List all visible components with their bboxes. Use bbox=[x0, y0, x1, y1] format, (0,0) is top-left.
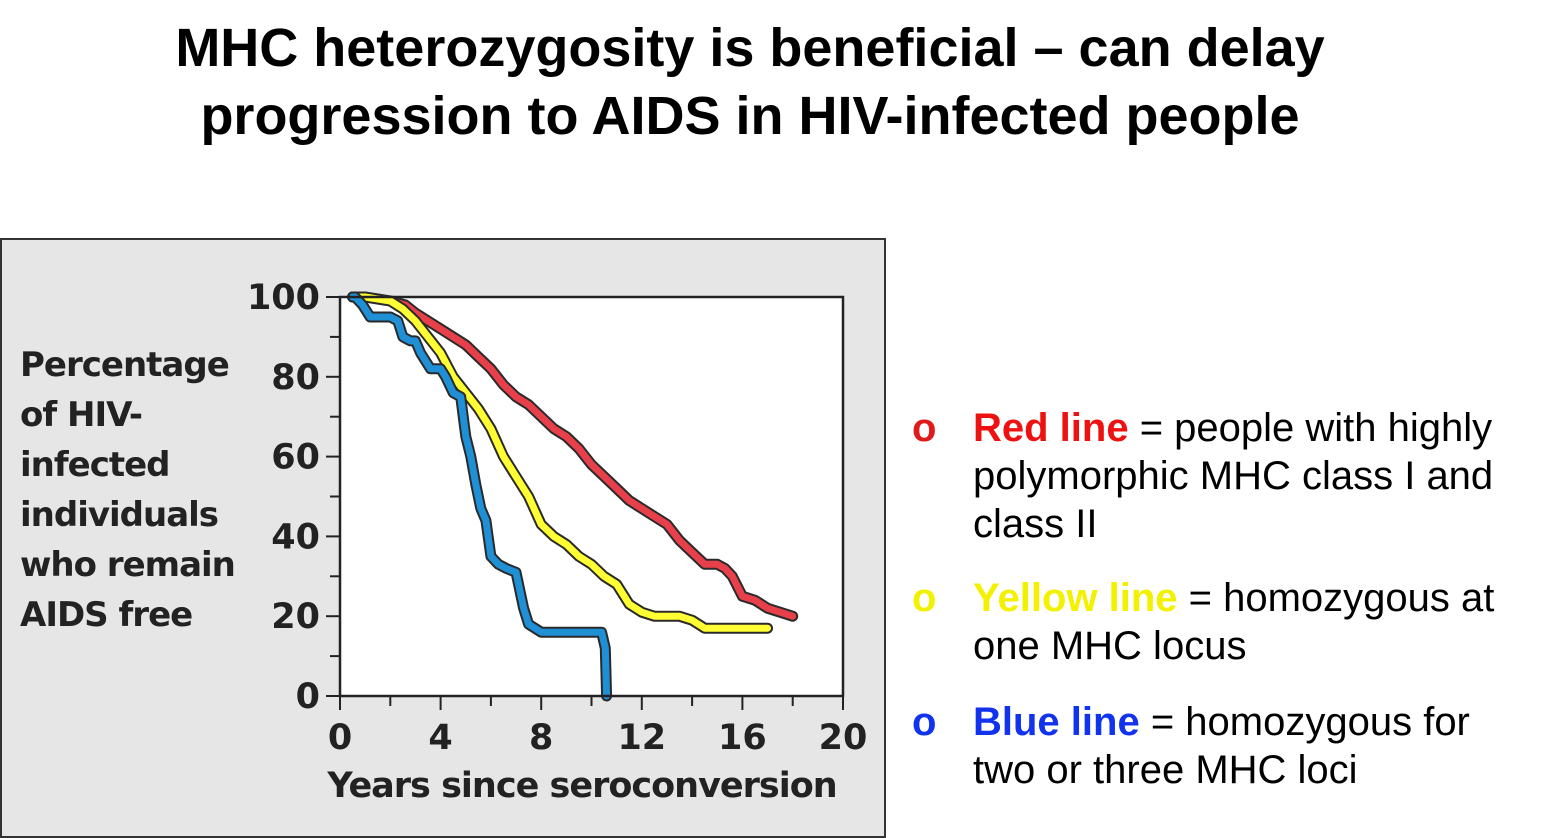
x-axis-title: Years since seroconversion bbox=[326, 766, 836, 806]
y-axis-label-line: of HIV- bbox=[20, 395, 143, 435]
legend-description: = homozygous for two or three MHC loci bbox=[973, 700, 1470, 792]
series-line bbox=[349, 293, 797, 620]
y-tick-label: 20 bbox=[271, 597, 320, 637]
y-axis-label: Percentage of HIV- infected individuals … bbox=[20, 340, 260, 640]
bullet-icon: o bbox=[912, 406, 937, 450]
y-tick-label: 80 bbox=[271, 358, 320, 398]
legend-name: Yellow line bbox=[973, 576, 1178, 620]
legend-name: Red line bbox=[973, 406, 1129, 450]
title-line-2: progression to AIDS in HIV-infected peop… bbox=[200, 86, 1300, 146]
x-tick-label: 12 bbox=[617, 718, 666, 758]
x-tick-label: 4 bbox=[428, 718, 452, 758]
bullet-icon: o bbox=[912, 576, 937, 620]
y-axis-label-line: AIDS free bbox=[20, 595, 193, 635]
y-axis-label-line: infected bbox=[20, 445, 171, 485]
legend-name: Blue line bbox=[973, 700, 1140, 744]
y-axis-label-line: individuals bbox=[20, 495, 219, 535]
y-tick-label: 40 bbox=[271, 517, 320, 557]
series-line bbox=[349, 293, 611, 700]
x-tick-label: 0 bbox=[328, 718, 352, 758]
y-axis-label-line: who remain bbox=[20, 545, 236, 585]
y-axis-label-line: Percentage bbox=[20, 345, 230, 385]
bullet-icon: o bbox=[912, 700, 937, 744]
y-tick-label: 60 bbox=[271, 438, 320, 478]
y-tick-label: 100 bbox=[247, 278, 320, 318]
x-tick-label: 8 bbox=[529, 718, 553, 758]
series-line bbox=[349, 293, 771, 632]
slide-title: MHC heterozygosity is beneficial – can d… bbox=[0, 14, 1500, 150]
legend-description: = people with highly polymorphic MHC cla… bbox=[973, 406, 1494, 546]
x-tick-label: 20 bbox=[819, 718, 868, 758]
y-tick-label: 0 bbox=[296, 677, 320, 717]
x-tick-label: 16 bbox=[718, 718, 767, 758]
title-line-1: MHC heterozygosity is beneficial – can d… bbox=[175, 18, 1325, 78]
legend-description: = homozygous at one MHC locus bbox=[973, 576, 1495, 668]
